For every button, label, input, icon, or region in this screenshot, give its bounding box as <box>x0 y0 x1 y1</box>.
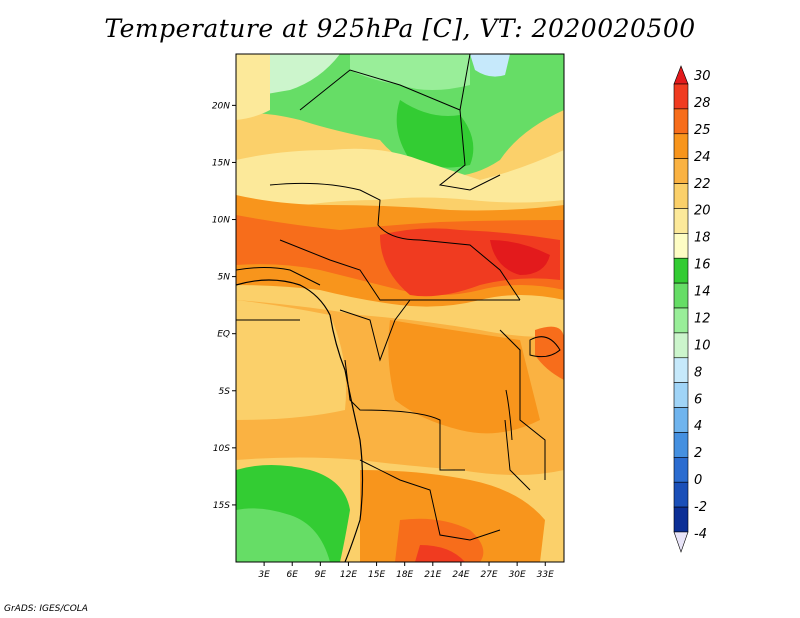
colorbar-label: 22 <box>694 177 711 192</box>
colorbar-label: 4 <box>694 419 702 434</box>
colorbar-top-arrow <box>673 65 689 85</box>
lake-tanganyika <box>505 389 513 441</box>
lat-label: 5S <box>219 387 231 397</box>
colorbar-segment <box>673 407 689 433</box>
colorbar-label: 0 <box>694 473 702 488</box>
lon-label: 9E <box>315 570 327 580</box>
map-frame <box>235 53 565 563</box>
colorbar-segment <box>673 83 689 110</box>
lon-label: 3E <box>258 570 270 580</box>
colorbar-label: 30 <box>694 69 711 84</box>
colorbar-segment <box>673 481 689 508</box>
lon-label: 21E <box>424 570 441 580</box>
colorbar-label: 12 <box>694 311 711 326</box>
latitude-axis: 20N 15N 10N 5N EQ 5S 10S 15S <box>212 101 236 511</box>
colorbar-label: 20 <box>694 204 711 219</box>
colorbar-segment <box>673 432 689 458</box>
colorbar-segment <box>673 257 689 284</box>
colorbar-segment <box>673 233 689 259</box>
colorbar-bottom-arrow <box>673 531 689 553</box>
colorbar-label: 10 <box>694 338 711 353</box>
colorbar-label: 8 <box>694 365 702 380</box>
colorbar-segment <box>673 208 689 234</box>
longitude-axis: 3E 6E 9E 12E 15E 18E 21E 24E 27E 30E 33E <box>258 562 554 580</box>
colorbar-label: 24 <box>694 150 711 165</box>
lon-label: 33E <box>537 570 554 580</box>
colorbar-segment <box>673 282 689 309</box>
colorbar-label: -4 <box>694 527 707 542</box>
colorbar-segment <box>673 158 689 184</box>
colorbar-segment <box>673 108 689 135</box>
colorbar-label: -2 <box>694 500 707 515</box>
lat-label: 5N <box>218 273 231 283</box>
coastline <box>235 279 364 563</box>
lon-label: 27E <box>480 570 497 580</box>
colorbar-label: 25 <box>694 123 711 138</box>
colorbar-segment <box>673 133 689 159</box>
lat-label: EQ <box>217 330 230 340</box>
colorbar-label: 16 <box>694 258 711 273</box>
colorbar-segment <box>673 183 689 209</box>
lon-label: 24E <box>452 570 469 580</box>
colorbar-segment <box>673 307 689 334</box>
lon-label: 6E <box>287 570 299 580</box>
colorbar-label: 6 <box>694 392 702 407</box>
lon-label: 15E <box>368 570 385 580</box>
lat-label: 10S <box>213 444 230 454</box>
lat-label: 20N <box>212 101 230 111</box>
lat-label: 10N <box>212 216 230 226</box>
colorbar-segment <box>673 357 689 383</box>
lon-label: 18E <box>396 570 413 580</box>
lat-label: 15S <box>213 501 230 511</box>
lat-label: 15N <box>212 158 230 168</box>
lon-label: 12E <box>340 570 357 580</box>
grads-credit: GrADS: IGES/COLA <box>4 604 88 614</box>
colorbar-label: 18 <box>694 231 711 246</box>
colorbar-label: 14 <box>694 285 711 300</box>
map-title: Temperature at 925hPa [C], VT: 202002050… <box>104 14 696 43</box>
lake-victoria <box>529 336 561 358</box>
colorbar-segment <box>673 457 689 483</box>
colorbar-segment <box>673 332 689 359</box>
colorbar-segment <box>673 382 689 408</box>
colorbar-label: 28 <box>694 96 711 111</box>
colorbar-segment <box>673 506 689 533</box>
country-borders <box>236 54 546 541</box>
lon-label: 30E <box>509 570 526 580</box>
colorbar-label: 2 <box>694 446 702 461</box>
temperature-field <box>236 54 564 562</box>
